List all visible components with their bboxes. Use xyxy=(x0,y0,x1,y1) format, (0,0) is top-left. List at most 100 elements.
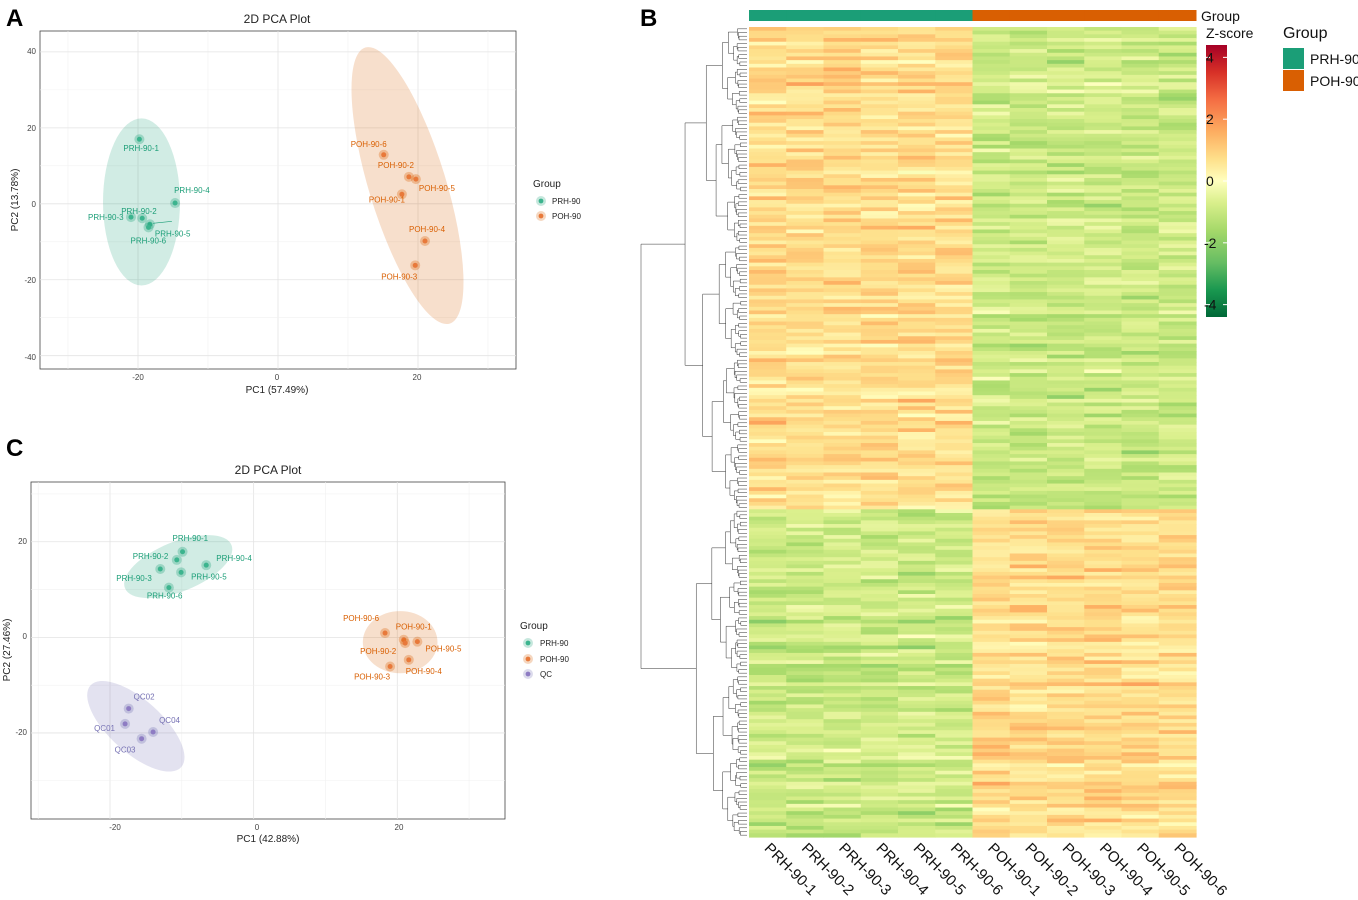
heatmap-cell xyxy=(1009,306,1048,312)
heatmap-cell xyxy=(935,270,974,275)
heatmap-cell xyxy=(749,568,787,573)
heatmap-cell xyxy=(1158,535,1197,540)
heatmap-cell xyxy=(749,472,787,477)
heatmap-cell xyxy=(1047,170,1085,175)
heatmap-cell xyxy=(749,748,787,753)
heatmap-cell xyxy=(1009,251,1048,256)
heatmap-cell xyxy=(1047,708,1085,713)
heatmap-cell xyxy=(823,104,862,109)
heatmap-cell xyxy=(1047,759,1085,764)
heatmap-cell xyxy=(860,67,899,72)
heatmap-cell xyxy=(786,571,825,577)
heatmap-cell xyxy=(749,730,787,735)
heatmap-cell xyxy=(1158,387,1197,393)
heatmap-cell xyxy=(823,446,862,452)
heatmap-cell xyxy=(1158,737,1197,742)
heatmap-cell xyxy=(935,446,974,452)
heatmap-cell xyxy=(1158,608,1197,614)
heatmap-cell xyxy=(1121,663,1160,669)
heatmap-cell xyxy=(1158,144,1197,150)
heatmap-cell xyxy=(1158,638,1197,643)
heatmap-cell xyxy=(1084,420,1123,426)
heatmap-cell xyxy=(749,192,787,197)
heatmap-cell xyxy=(823,49,862,54)
heatmap-cell xyxy=(972,45,1011,50)
heatmap-cell xyxy=(1047,262,1085,267)
heatmap-cell xyxy=(823,678,862,683)
heatmap-cell xyxy=(1121,306,1160,312)
heatmap-cell xyxy=(823,697,862,702)
heatmap-cell xyxy=(1158,177,1197,183)
heatmap-cell xyxy=(860,516,899,521)
heatmap-cell xyxy=(898,159,936,164)
heatmap-cell xyxy=(786,748,825,753)
heatmap-cell xyxy=(1158,785,1197,790)
heatmap-cell xyxy=(749,27,787,32)
heatmap-cell xyxy=(1047,420,1085,426)
heatmap-cell xyxy=(860,505,899,510)
heatmap-cell xyxy=(1121,428,1160,433)
heatmap-cell xyxy=(1084,605,1123,610)
heatmap-cell xyxy=(972,78,1011,83)
heatmap-cell xyxy=(749,682,787,687)
heatmap-cell xyxy=(1047,398,1085,404)
heatmap-cell xyxy=(823,119,862,124)
heatmap-cell xyxy=(1158,292,1197,297)
heatmap-cell xyxy=(1121,295,1160,301)
heatmap-cell xyxy=(1084,104,1123,109)
heatmap-cell xyxy=(1047,623,1085,628)
heatmap-cell xyxy=(1121,612,1160,617)
heatmap-cell xyxy=(860,476,899,481)
heatmap-cell xyxy=(860,321,899,326)
heatmap-cell xyxy=(898,811,936,816)
heatmap-cell xyxy=(786,579,825,584)
heatmap-cell xyxy=(786,774,825,779)
heatmap-cell xyxy=(1084,233,1123,238)
heatmap-legend-label-prh: PRH-90 xyxy=(1310,51,1358,67)
heatmap-cell xyxy=(860,218,899,223)
heatmap-cell xyxy=(860,126,899,131)
heatmap-cell xyxy=(823,402,862,407)
heatmap-cell xyxy=(1158,579,1197,584)
heatmap-cell xyxy=(786,332,825,337)
heatmap-cell xyxy=(860,85,899,91)
heatmap-cell xyxy=(1158,774,1197,779)
heatmap-cell xyxy=(860,601,899,606)
heatmap-cell xyxy=(1084,225,1123,231)
heatmap-cell xyxy=(860,649,899,654)
point-label: POH-90-3 xyxy=(354,673,391,682)
heatmap-cell xyxy=(1009,391,1048,396)
heatmap-cell xyxy=(972,56,1011,61)
heatmap-cell xyxy=(972,82,1011,87)
heatmap-cell xyxy=(823,240,862,245)
heatmap-cell xyxy=(1121,148,1160,153)
heatmap-cell xyxy=(1084,759,1123,764)
heatmap-cell xyxy=(1047,292,1085,297)
heatmap-cell xyxy=(898,343,936,348)
heatmap-cell xyxy=(935,708,974,713)
heatmap-cell xyxy=(898,141,936,146)
heatmap-cell xyxy=(786,582,825,588)
heatmap-cell xyxy=(749,258,787,264)
heatmap-cell xyxy=(1158,52,1197,58)
heatmap-cell xyxy=(749,803,787,809)
heatmap-cell xyxy=(1047,461,1085,466)
heatmap-cell xyxy=(749,41,787,47)
heatmap-cell xyxy=(1158,321,1197,326)
heatmap-cell xyxy=(972,770,1011,776)
heatmap-cell xyxy=(972,549,1011,555)
heatmap-cell xyxy=(823,395,862,400)
heatmap-cell xyxy=(1009,424,1048,429)
heatmap-cell xyxy=(786,652,825,658)
heatmap-cell xyxy=(898,413,936,418)
heatmap-cell xyxy=(823,82,862,87)
heatmap-cell xyxy=(1084,303,1123,308)
heatmap-cell xyxy=(898,601,936,606)
heatmap-cell xyxy=(786,299,825,304)
heatmap-cell xyxy=(1009,266,1048,271)
heatmap-cell xyxy=(860,247,899,253)
annotation-cell xyxy=(972,10,1011,21)
heatmap-cell xyxy=(1158,428,1197,433)
heatmap-cell xyxy=(1009,229,1048,234)
heatmap-cell xyxy=(898,229,936,234)
